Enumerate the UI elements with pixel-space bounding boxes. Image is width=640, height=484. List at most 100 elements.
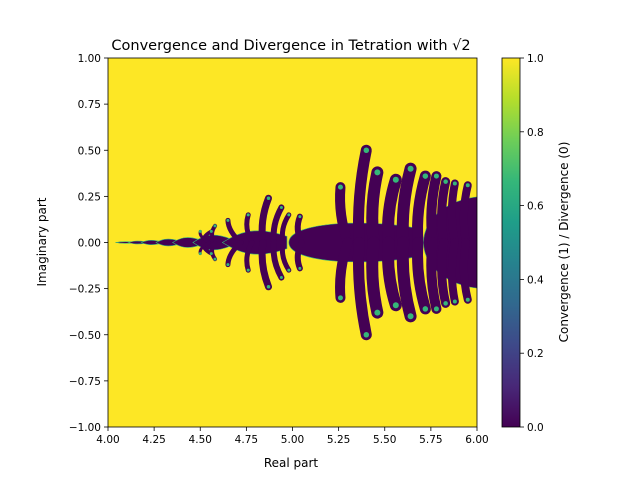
plot-frame: [107, 57, 478, 428]
boundary-fringe: [213, 224, 217, 228]
divergent-tendril: [426, 171, 442, 248]
boundary-fringe: [279, 205, 283, 209]
boundary-fringe: [198, 252, 202, 256]
divergent-tendril: [210, 240, 218, 262]
boundary-fringe: [452, 181, 457, 186]
x-tick-label: 4.75: [235, 434, 258, 446]
boundary-fringe: [198, 229, 202, 233]
chart-title: Convergence and Divergence in Tetration …: [111, 38, 470, 54]
divergent-tendril: [426, 237, 442, 314]
divergent-tendril: [201, 240, 214, 256]
boundary-fringe: [407, 313, 414, 320]
divergent-tendril: [244, 240, 255, 273]
colorbar: 1.0 0.8 0.6 0.4 0.2 0.0: [501, 53, 544, 434]
divergent-tendril: [335, 237, 353, 303]
boundary-fringe: [392, 302, 399, 309]
divergent-tendril: [258, 194, 273, 246]
boundary-fringe: [452, 299, 457, 304]
boundary-fringe: [422, 306, 429, 312]
divergent-tendril: [459, 238, 472, 304]
y-tick-label: −1.00: [69, 422, 101, 434]
colorbar-tick-label: 0.4: [527, 274, 544, 286]
boundary-fringe: [422, 173, 429, 179]
boundary-fringe: [337, 295, 343, 301]
divergent-tendril: [244, 212, 255, 245]
y-tick-label: −0.50: [69, 330, 101, 342]
divergent-tendril: [225, 217, 244, 245]
divergent-tendril: [366, 236, 384, 319]
y-tick-label: 0.25: [78, 191, 101, 203]
x-tick-label: 5.75: [419, 434, 442, 446]
boundary-fringe: [279, 276, 283, 280]
boundary-fringe: [465, 183, 470, 188]
x-tick-label: 5.50: [373, 434, 396, 446]
colorbar-tick-label: 0.2: [527, 348, 544, 360]
divergent-tendril: [258, 239, 273, 291]
boundary-fringe: [443, 301, 448, 306]
x-tick-label: 4.50: [189, 434, 212, 446]
divergent-tendril: [447, 179, 459, 247]
colorbar-label: Convergence (1) / Divergence (0): [557, 142, 571, 343]
divergent-region: [115, 144, 477, 341]
x-axis: 4.00 4.25 4.50 4.75 5.00 5.25 5.50 5.75 6.00: [96, 427, 489, 446]
colorbar-tick-label: 1.0: [527, 53, 544, 65]
divergent-tendril: [437, 177, 451, 247]
y-tick-label: 0.00: [78, 238, 101, 250]
y-tick-label: 0.75: [78, 99, 101, 111]
divergent-tendril: [382, 236, 402, 312]
y-axis-label: Imaginary part: [35, 197, 49, 286]
divergent-tendril: [366, 166, 384, 249]
boundary-fringe: [287, 213, 291, 217]
divergent-tendril: [352, 237, 372, 341]
boundary-fringe: [266, 285, 271, 289]
boundary-fringe: [246, 268, 250, 272]
boundary-fringe: [433, 306, 439, 312]
y-tick-label: −0.25: [69, 284, 101, 296]
colorbar-tick-label: 0.6: [527, 201, 544, 213]
boundary-fringe: [209, 229, 213, 233]
boundary-fringe: [298, 215, 302, 219]
x-tick-label: 4.00: [96, 434, 119, 446]
x-tick-label: 4.25: [142, 434, 165, 446]
heatmap-plot: [108, 58, 477, 427]
divergent-tendril: [294, 239, 305, 272]
boundary-fringe: [374, 309, 381, 316]
boundary-fringe: [337, 184, 343, 190]
divergent-tendril: [279, 240, 292, 273]
boundary-fringe: [209, 252, 213, 256]
divergent-tendril: [396, 236, 417, 323]
divergent-tendril: [412, 237, 431, 315]
boundary-fringe: [226, 218, 230, 222]
boundary-fringe: [226, 263, 230, 267]
boundary-fringe: [298, 266, 302, 270]
boundary-fringe: [287, 268, 291, 272]
divergent-tendril: [352, 144, 372, 248]
divergent-tendril: [412, 170, 431, 248]
y-tick-label: −0.75: [69, 376, 101, 388]
boundary-fringe: [266, 196, 271, 200]
boundary-fringe: [433, 173, 439, 179]
boundary-fringe: [363, 147, 370, 153]
boundary-fringe: [374, 169, 381, 176]
boundary-fringe: [465, 297, 470, 302]
y-tick-label: 0.50: [78, 145, 101, 157]
divergent-tendril: [270, 239, 285, 281]
x-tick-label: 5.00: [281, 434, 304, 446]
boundary-fringe: [213, 257, 217, 261]
boundary-fringe: [246, 213, 250, 217]
colorbar-gradient: [501, 57, 521, 428]
colorbar-tick-label: 0.8: [527, 127, 544, 139]
x-tick-label: 6.00: [465, 434, 488, 446]
colorbar-tick-label: 0.0: [527, 422, 544, 434]
boundary-fringe: [363, 332, 370, 338]
divergent-tendril: [225, 240, 244, 268]
x-axis-label: Real part: [264, 456, 319, 470]
divergent-tendril: [396, 162, 417, 249]
divergent-tendril: [447, 238, 459, 306]
boundary-fringe: [443, 179, 448, 184]
divergent-tendril: [437, 238, 451, 308]
y-tick-label: 1.00: [78, 53, 101, 65]
x-tick-label: 5.25: [327, 434, 350, 446]
boundary-fringe: [407, 165, 414, 172]
